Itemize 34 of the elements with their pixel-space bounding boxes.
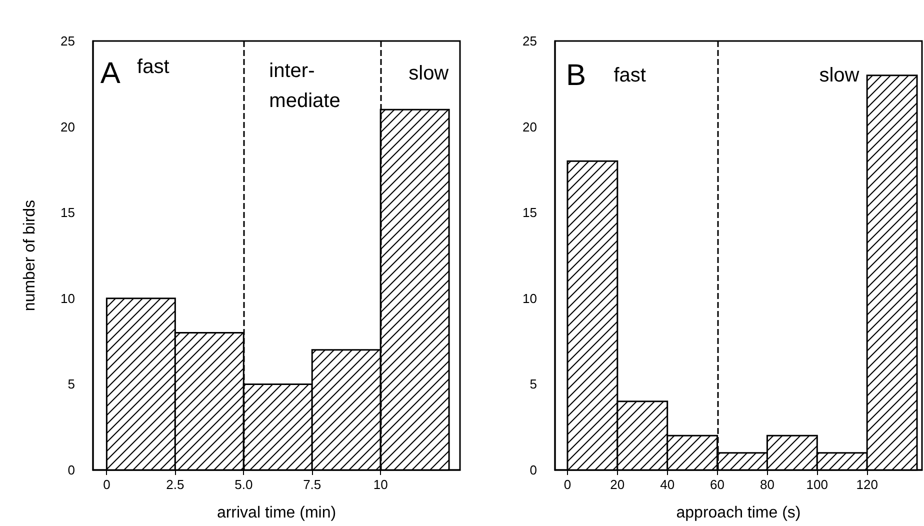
y-tick-label: 5: [68, 376, 75, 392]
annotation: slow: [819, 64, 860, 87]
y-tick-label: 15: [60, 205, 75, 220]
annotation: fast: [614, 64, 646, 87]
y-tick-label: 10: [60, 290, 75, 306]
annotation: slow: [408, 62, 450, 84]
annotation: inter- mediate: [269, 60, 340, 112]
x-tick-label: 0: [564, 477, 572, 492]
x-tick-label: 20: [610, 477, 625, 492]
x-tick-label: 2.5: [166, 477, 184, 492]
x-axis-title: approach time (s): [676, 504, 801, 522]
y-tick-label: 0: [68, 462, 75, 478]
y-tick-label: 0: [530, 462, 537, 478]
y-tick-label: 20: [60, 119, 75, 134]
x-axis-title: arrival time (min): [216, 504, 336, 522]
x-tick-label: 0: [103, 477, 110, 492]
annotation: B: [566, 59, 586, 92]
y-tick-label: 25: [522, 34, 537, 48]
y-axis-title: number of birds: [22, 200, 38, 312]
x-tick-label: 100: [806, 477, 828, 492]
x-tick-label: 80: [760, 477, 774, 492]
x-tick-label: 40: [660, 477, 675, 492]
annotation: A: [100, 56, 120, 90]
x-tick-label: 60: [710, 477, 725, 492]
x-tick-label: 5.0: [234, 477, 253, 492]
y-tick-label: 10: [522, 290, 537, 306]
y-tick-label: 20: [522, 119, 537, 134]
y-tick-label: 15: [522, 205, 537, 220]
y-tick-label: 25: [60, 34, 75, 48]
y-tick-label: 5: [530, 376, 537, 392]
x-tick-label: 7.5: [303, 477, 322, 492]
annotation: fast: [137, 56, 170, 78]
x-tick-label: 10: [373, 477, 388, 492]
x-tick-label: 120: [856, 477, 878, 492]
